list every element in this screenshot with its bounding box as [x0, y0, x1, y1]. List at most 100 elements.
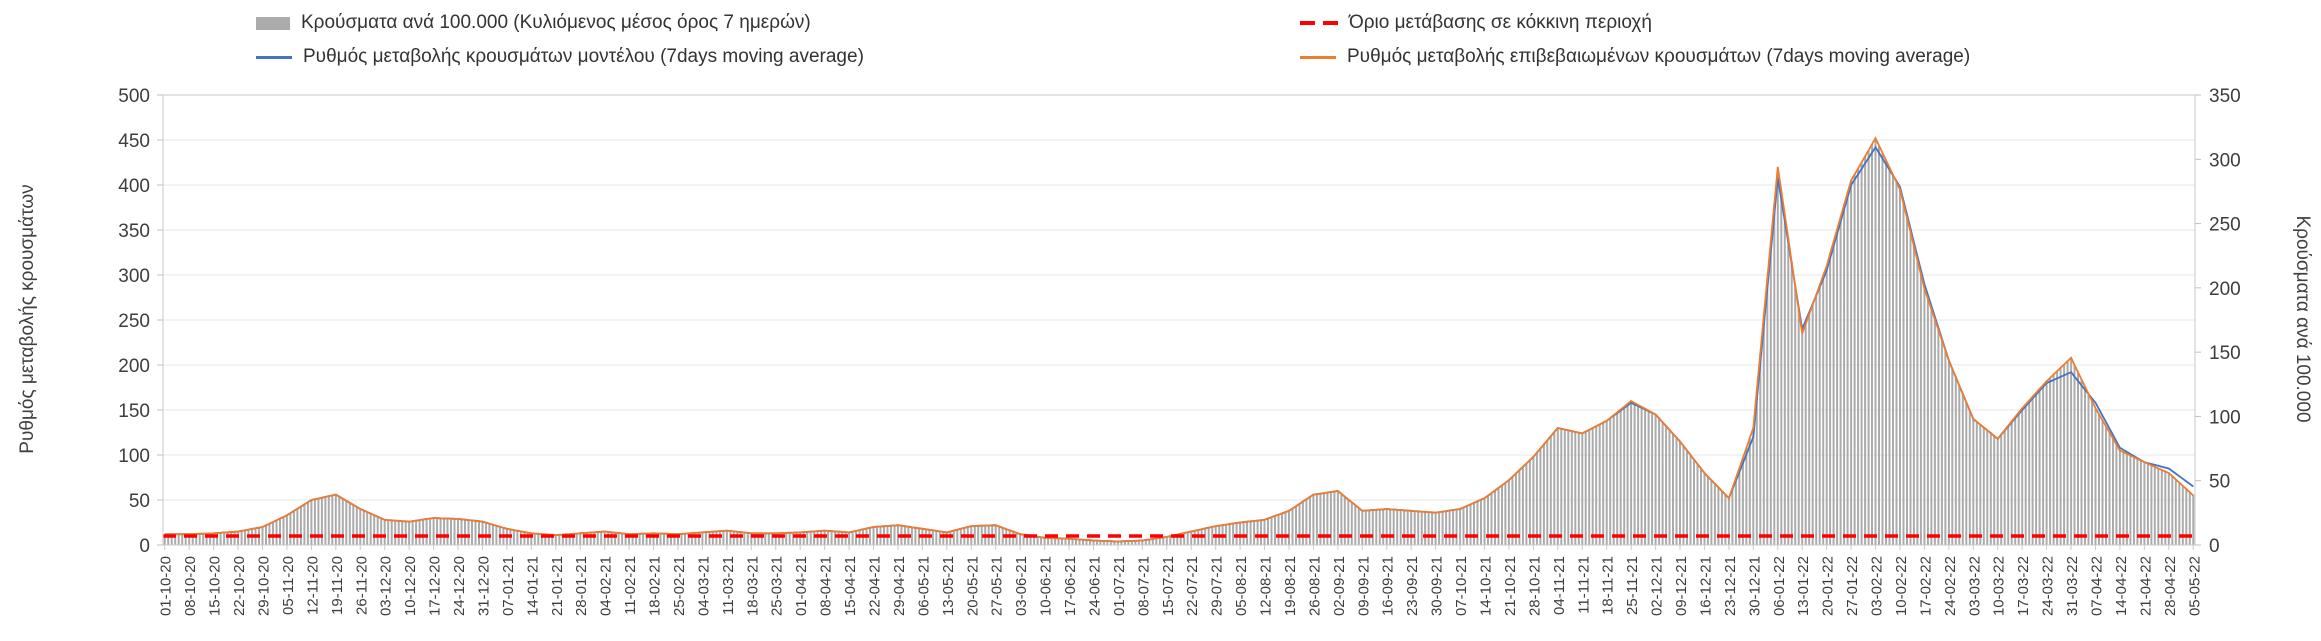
- left-axis-title: Ρυθμός μεταβολής κρουσμάτων: [17, 184, 38, 454]
- x-axis-label: 15-07-21: [1160, 556, 1177, 616]
- x-axis-label: 14-10-21: [1477, 556, 1494, 616]
- confirmed-line-swatch: [1300, 55, 1336, 59]
- x-axis-label: 11-02-21: [622, 556, 639, 615]
- x-axis-label: 21-04-22: [2137, 556, 2154, 616]
- x-axis-label: 25-11-21: [1624, 556, 1641, 615]
- left-axis-tick-label: 500: [118, 86, 150, 107]
- legend-item-bars: Κρούσματα ανά 100.000 (Κυλιόμενος μέσος …: [256, 12, 811, 34]
- x-axis-label: 02-09-21: [1331, 556, 1348, 616]
- right-axis-tick-label: 250: [2209, 215, 2241, 236]
- x-axis-label: 26-11-20: [353, 556, 370, 615]
- x-axis-label: 17-03-22: [2015, 556, 2032, 616]
- x-axis-label: 29-10-20: [256, 556, 273, 616]
- x-axis-label: 18-02-21: [647, 556, 664, 616]
- right-axis-tick-label: 100: [2209, 407, 2241, 428]
- x-axis-label: 05-08-21: [1233, 556, 1250, 616]
- right-axis-tick-label: 50: [2209, 472, 2230, 493]
- x-axis-label: 27-05-21: [989, 556, 1006, 616]
- left-axis-tick-label: 300: [118, 266, 150, 287]
- x-axis-label: 29-07-21: [1209, 556, 1226, 616]
- x-axis-label: 08-04-21: [818, 556, 835, 616]
- legend-label-confirmed: Ρυθμός μεταβολής επιβεβαιωμένων κρουσμάτ…: [1347, 46, 1971, 67]
- x-axis-label: 13-01-22: [1795, 556, 1812, 616]
- x-axis-label: 17-06-21: [1062, 556, 1079, 616]
- x-axis-label: 22-10-20: [231, 556, 248, 616]
- x-axis-label: 28-01-21: [573, 556, 590, 616]
- x-axis-label: 19-11-20: [329, 556, 346, 615]
- x-axis-label: 18-03-21: [744, 556, 761, 616]
- x-axis-label: 10-03-22: [1991, 556, 2008, 616]
- right-axis-tick-label: 0: [2209, 536, 2220, 557]
- x-axis-label: 18-11-21: [1600, 556, 1617, 615]
- x-axis-label: 03-12-20: [378, 556, 395, 616]
- x-axis-label: 24-06-21: [1086, 556, 1103, 616]
- x-axis-label: 03-06-21: [1013, 556, 1030, 616]
- x-axis-label: 14-04-22: [2113, 556, 2130, 616]
- x-axis-label: 17-02-22: [1917, 556, 1934, 616]
- right-axis-tick-label: 200: [2209, 279, 2241, 300]
- x-axis-label: 24-03-22: [2040, 556, 2057, 616]
- x-axis-label: 13-05-21: [940, 556, 957, 616]
- right-axis-tick-label: 150: [2209, 343, 2241, 364]
- x-axis-label: 04-11-21: [1551, 556, 1568, 615]
- left-axis-tick-label: 0: [139, 536, 150, 557]
- x-axis-label: 30-09-21: [1429, 556, 1446, 616]
- model-line-swatch: [256, 55, 292, 59]
- x-axis-label: 07-10-21: [1453, 556, 1470, 616]
- left-axis-tick-label: 250: [118, 311, 150, 332]
- x-axis-label: 12-08-21: [1258, 556, 1275, 616]
- x-axis-label: 21-10-21: [1502, 556, 1519, 616]
- legend-item-confirmed: Ρυθμός μεταβολής επιβεβαιωμένων κρουσμάτ…: [1300, 46, 1970, 68]
- x-axis-label: 14-01-21: [524, 556, 541, 616]
- x-axis-label: 05-05-22: [2186, 556, 2203, 616]
- x-axis-label: 01-04-21: [793, 556, 810, 616]
- left-axis-tick-label: 450: [118, 131, 150, 152]
- x-axis-label: 28-10-21: [1526, 556, 1543, 616]
- x-axis-label: 05-11-20: [280, 556, 297, 615]
- threshold-dash-swatch: [1300, 21, 1338, 25]
- x-axis-label: 16-12-21: [1697, 556, 1714, 616]
- x-axis-label: 30-12-21: [1746, 556, 1763, 616]
- x-axis-label: 08-10-20: [182, 556, 199, 616]
- x-axis-label: 17-12-20: [427, 556, 444, 616]
- x-axis-label: 11-03-21: [720, 556, 737, 615]
- bars-series: [163, 138, 2195, 545]
- x-axis-label: 23-12-21: [1722, 556, 1739, 616]
- legend-label-threshold: Όριο μετάβασης σε κόκκινη περιοχή: [1349, 12, 1652, 33]
- confirmed-line: [164, 136, 2194, 543]
- x-axis-label: 07-01-21: [500, 556, 517, 616]
- x-axis-label: 21-01-21: [549, 556, 566, 616]
- x-axis-label: 24-12-20: [451, 556, 468, 616]
- right-axis-tick-label: 300: [2209, 150, 2241, 171]
- x-axis-label: 04-03-21: [695, 556, 712, 616]
- left-axis-tick-label: 150: [118, 401, 150, 422]
- x-axis-label: 20-05-21: [964, 556, 981, 616]
- bar-series-swatch: [256, 16, 290, 30]
- x-axis-label: 03-02-22: [1869, 556, 1886, 616]
- x-axis-label: 06-01-22: [1771, 556, 1788, 616]
- legend-item-model: Ρυθμός μεταβολής κρουσμάτων μοντέλου (7d…: [256, 46, 864, 68]
- x-axis-label: 09-09-21: [1355, 556, 1372, 616]
- x-axis-label: 25-02-21: [671, 556, 688, 616]
- x-axis-label: 03-03-22: [1966, 556, 1983, 616]
- x-axis-label: 04-02-21: [598, 556, 615, 616]
- legend-item-threshold: Όριο μετάβασης σε κόκκινη περιοχή: [1300, 12, 1652, 34]
- plot-border: [162, 94, 2196, 546]
- x-axis-label: 09-12-21: [1673, 556, 1690, 616]
- left-axis-tick-label: 100: [118, 446, 150, 467]
- x-axis-label: 26-08-21: [1306, 556, 1323, 616]
- legend-label-model: Ρυθμός μεταβολής κρουσμάτων μοντέλου (7d…: [303, 46, 864, 67]
- x-axis-label: 06-05-21: [915, 556, 932, 616]
- x-axis-label: 23-09-21: [1404, 556, 1421, 616]
- x-axis-label: 15-10-20: [207, 556, 224, 616]
- x-axis-label: 02-12-21: [1649, 556, 1666, 616]
- x-axis-label: 01-10-20: [158, 556, 175, 616]
- x-axis-label: 29-04-21: [891, 556, 908, 616]
- legend-label-bars: Κρούσματα ανά 100.000 (Κυλιόμενος μέσος …: [301, 12, 811, 33]
- x-axis-label: 28-04-22: [2162, 556, 2179, 616]
- x-axis-label: 19-08-21: [1282, 556, 1299, 616]
- x-axis-label: 10-06-21: [1038, 556, 1055, 616]
- x-axis-label: 10-02-22: [1893, 556, 1910, 616]
